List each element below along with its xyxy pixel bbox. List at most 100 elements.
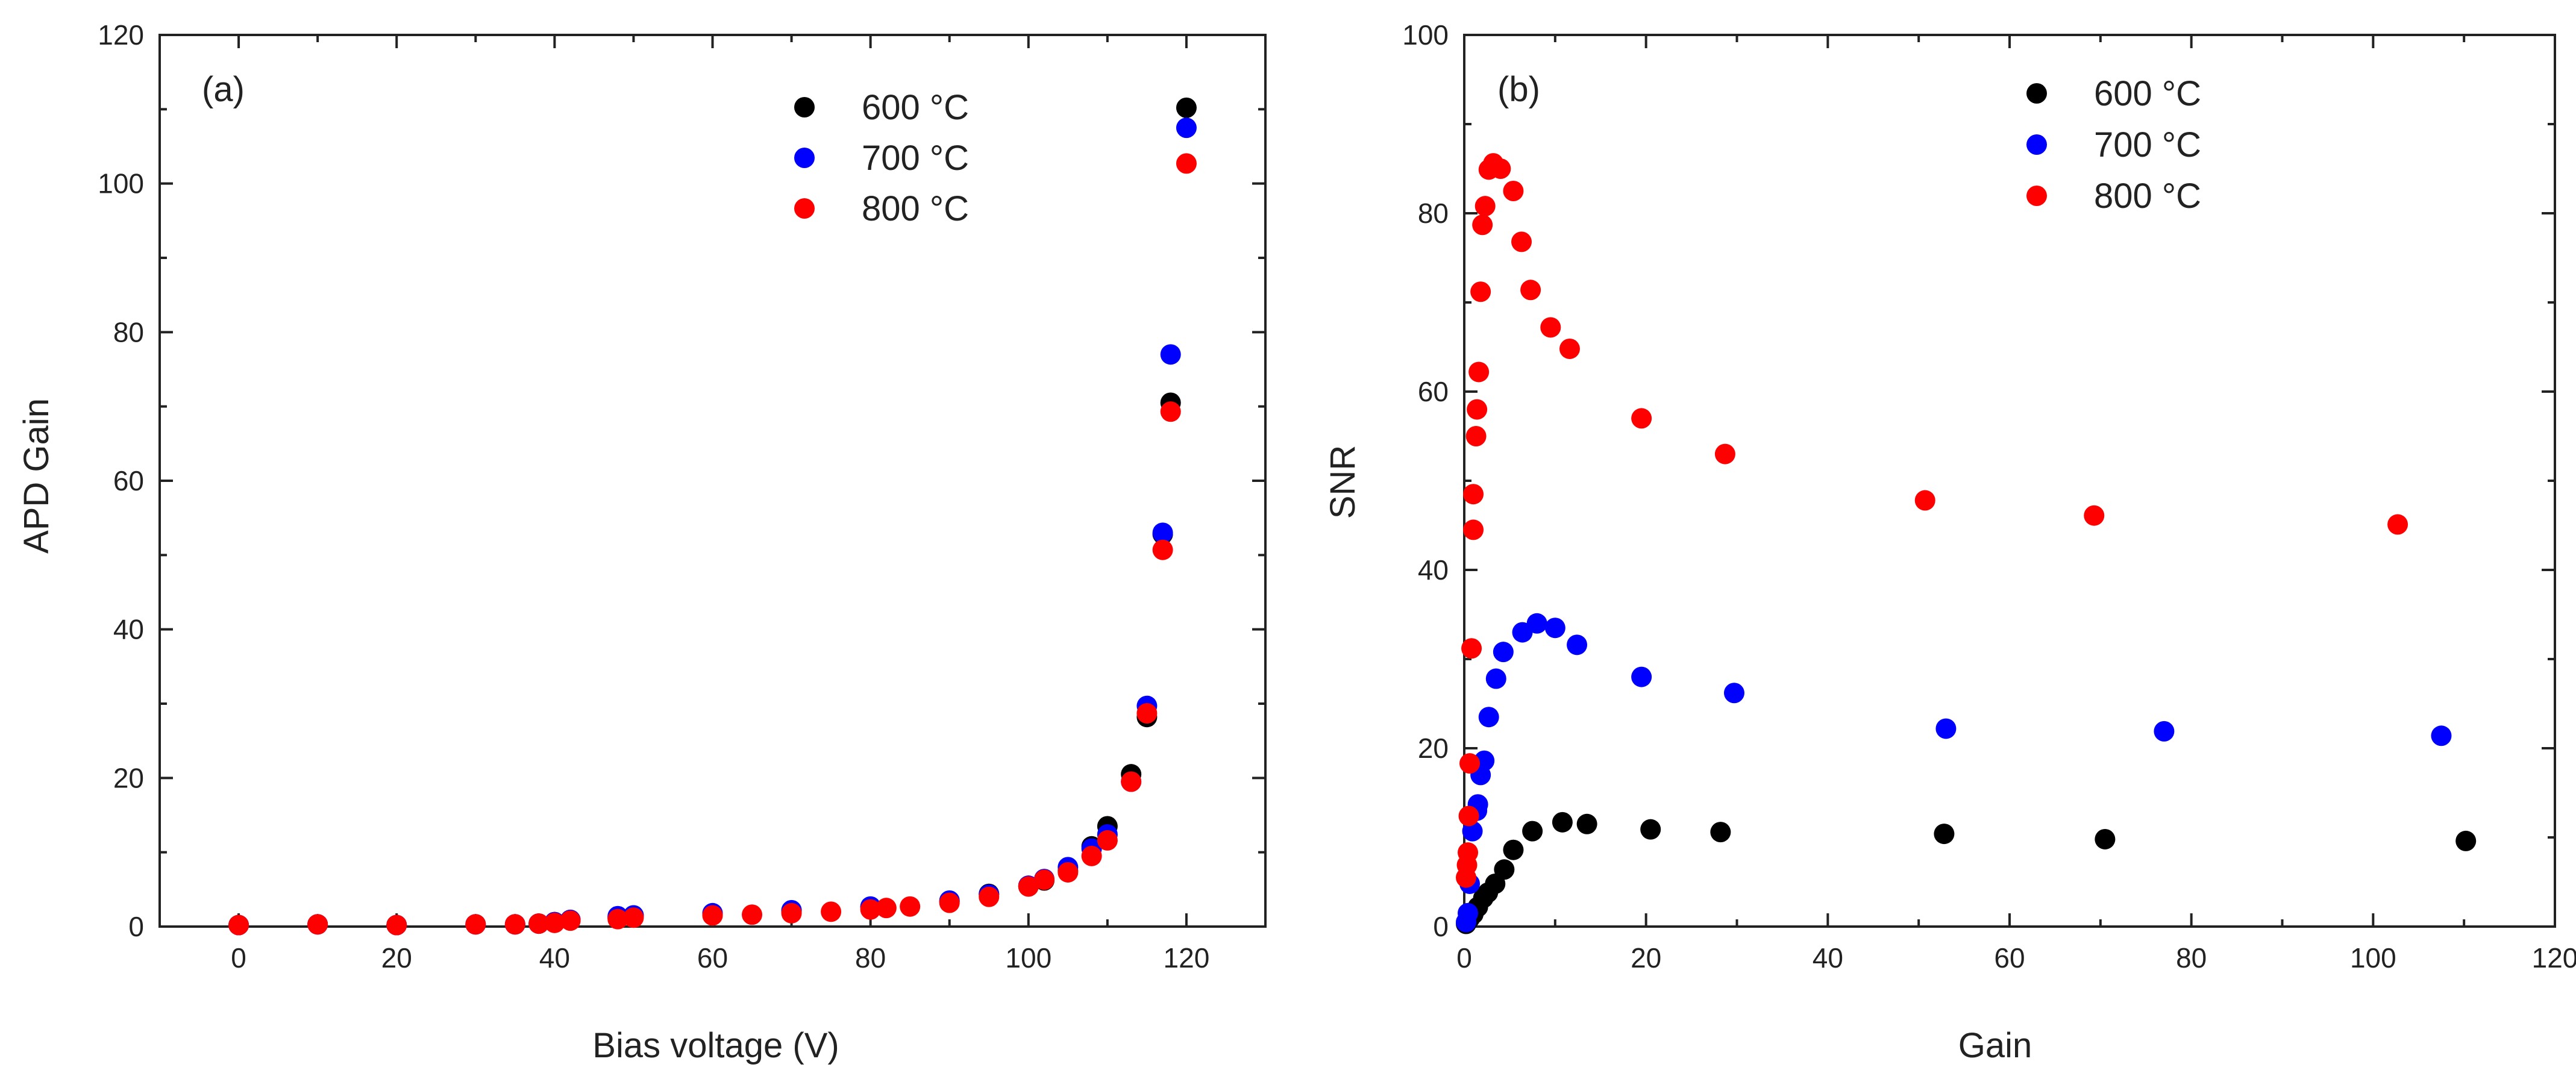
panel-b-data-point [1935, 718, 1957, 739]
panel-a-data-point [900, 896, 921, 917]
panel-b-data-point [1567, 634, 1588, 655]
panel-b-x-tick-label: 80 [2176, 942, 2207, 974]
panel-a-y-tick-label: 100 [98, 168, 144, 199]
panel-a-tag: (a) [202, 70, 245, 109]
panel-b-x-axis-title: Gain [1958, 1026, 2032, 1065]
panel-a-legend: 600 °C 700 °C 800 °C [794, 88, 969, 228]
panel-b-data-point [1503, 839, 1524, 860]
panel-b-data-point [1631, 408, 1652, 429]
panel-a-x-tick-label: 120 [1164, 942, 1210, 974]
panel-a-y-tick-label: 0 [128, 911, 144, 942]
panel-a-data-point [702, 905, 723, 926]
panel-a-data-point [1176, 117, 1197, 139]
panel-a-plot-frame [158, 34, 1267, 928]
panel-a-data-point [386, 915, 407, 936]
panel-a-x-tick-label: 60 [697, 942, 728, 974]
panel-b-data-point [1459, 753, 1481, 774]
panel-b-legend-label: 800 °C [2094, 177, 2201, 216]
panel-a-data-point [504, 914, 525, 935]
panel-b-data-point [1493, 642, 1514, 663]
panel-b-legend-marker [2026, 134, 2047, 155]
panel-b-data-point [1934, 824, 1955, 845]
panel-a-data-point [1152, 522, 1173, 543]
panel-a-data-point [1034, 869, 1055, 890]
panel-b-x-tick-label: 100 [2350, 942, 2396, 974]
panel-b-data-point [1511, 231, 1532, 252]
panel-b-x-tick-label: 20 [1631, 942, 1661, 974]
panel-a-data-point [1152, 539, 1173, 560]
panel-a-data-point [544, 912, 565, 933]
panel-b-data-point [1490, 158, 1511, 179]
panel-b-y-axis-title: SNR [1323, 445, 1362, 519]
panel-a-legend-marker [794, 198, 815, 219]
panel-b-y-tick-label: 20 [1418, 733, 1449, 764]
panel-b-data-point [1520, 280, 1541, 301]
panel-a-data-point [821, 901, 842, 922]
panel-b-data-point [1458, 902, 1479, 924]
panel-b-data-point [1472, 214, 1493, 236]
panel-b-x-tick-label: 0 [1456, 942, 1472, 974]
panel-b-data-point [1465, 426, 1487, 446]
panel-b-data-point [1467, 399, 1488, 420]
panel-b-data-point [1552, 811, 1573, 833]
panel-b-data-point [1714, 443, 1735, 464]
panel-b-data-point [1540, 317, 1561, 338]
panel-a-series-1 [228, 97, 1197, 936]
panel-b-legend-marker [2026, 186, 2047, 206]
panel-b-data-point [1474, 196, 1496, 217]
panel-a-data-point [1058, 862, 1079, 883]
panel-a-y-tick-label: 40 [113, 614, 144, 645]
panel-b-legend-marker [2026, 83, 2047, 104]
panel-a-data-point [1121, 771, 1142, 792]
panel-a-y-tick-label: 80 [113, 316, 144, 348]
panel-a-data-point [528, 913, 550, 934]
panel-b-y-tick-label: 100 [1402, 19, 1449, 51]
panel-a-data-point [1018, 876, 1039, 897]
panel-a-y-tick-label: 120 [98, 19, 144, 51]
panel-a-legend-label: 800 °C [862, 189, 969, 228]
panel-a-data-point [623, 907, 644, 928]
panel-b-data-point [1559, 338, 1580, 359]
panel-b-data-point [1458, 805, 1479, 827]
panel-b-data-point [1503, 181, 1524, 201]
panel-b-data-point [1914, 490, 1935, 511]
panel-a-data-point [742, 904, 763, 925]
panel-b-data-point [1463, 484, 1484, 505]
panel-b-data-point [1458, 842, 1479, 863]
panel-a-legend-label: 600 °C [862, 88, 969, 127]
panel-b-data-point [1710, 822, 1731, 843]
panel-a-data-point [560, 910, 581, 931]
panel-a-data-point [1160, 401, 1181, 422]
panel-a-x-axis-title: Bias voltage (V) [592, 1026, 839, 1065]
panel-b-data-point [2084, 505, 2105, 526]
panel-a-data-point [307, 914, 328, 935]
panel-a-data-point [1136, 703, 1158, 724]
panel-a-data-point [781, 902, 802, 924]
panel-a-chart: (a) Bias voltage (V) APD Gain 0 20 40 60 80 1… [17, 19, 1267, 1065]
panel-a-data-point [465, 914, 486, 935]
panel-b-x-tick-label: 40 [1813, 942, 1843, 974]
panel-b-data-point [2455, 830, 2477, 851]
panel-b-data-point [2095, 828, 2116, 849]
panel-b-data-point [1576, 813, 1597, 834]
panel-b-x-tick-label: 60 [1994, 942, 2025, 974]
panel-b-data-point [2154, 721, 2175, 742]
panel-a-data-point [607, 908, 628, 930]
panel-a-legend-marker [794, 97, 815, 117]
panel-a-legend-label: 700 °C [862, 139, 969, 178]
panel-a-y-tick-label: 20 [113, 762, 144, 793]
panel-b-legend-label: 700 °C [2094, 125, 2201, 164]
panel-b-data-point [1463, 519, 1484, 540]
panel-a-data-point [1160, 344, 1181, 365]
panel-b-series-3 [1456, 153, 2408, 888]
panel-a-data-point [228, 915, 249, 936]
panel-b-chart: (b) Gain SNR 0 20 40 60 80 100 120 0 20 40 60 80 100… [1323, 19, 2576, 1065]
panel-b-data-point [1461, 638, 1482, 659]
panel-b-data-point [1485, 668, 1506, 689]
panel-b-data-point [1631, 666, 1652, 687]
panel-b-data-point [1478, 707, 1499, 728]
panel-b-data-point [2387, 514, 2408, 535]
panel-b-legend-label: 600 °C [2094, 74, 2201, 113]
panel-a-y-tick-label: 60 [113, 465, 144, 496]
